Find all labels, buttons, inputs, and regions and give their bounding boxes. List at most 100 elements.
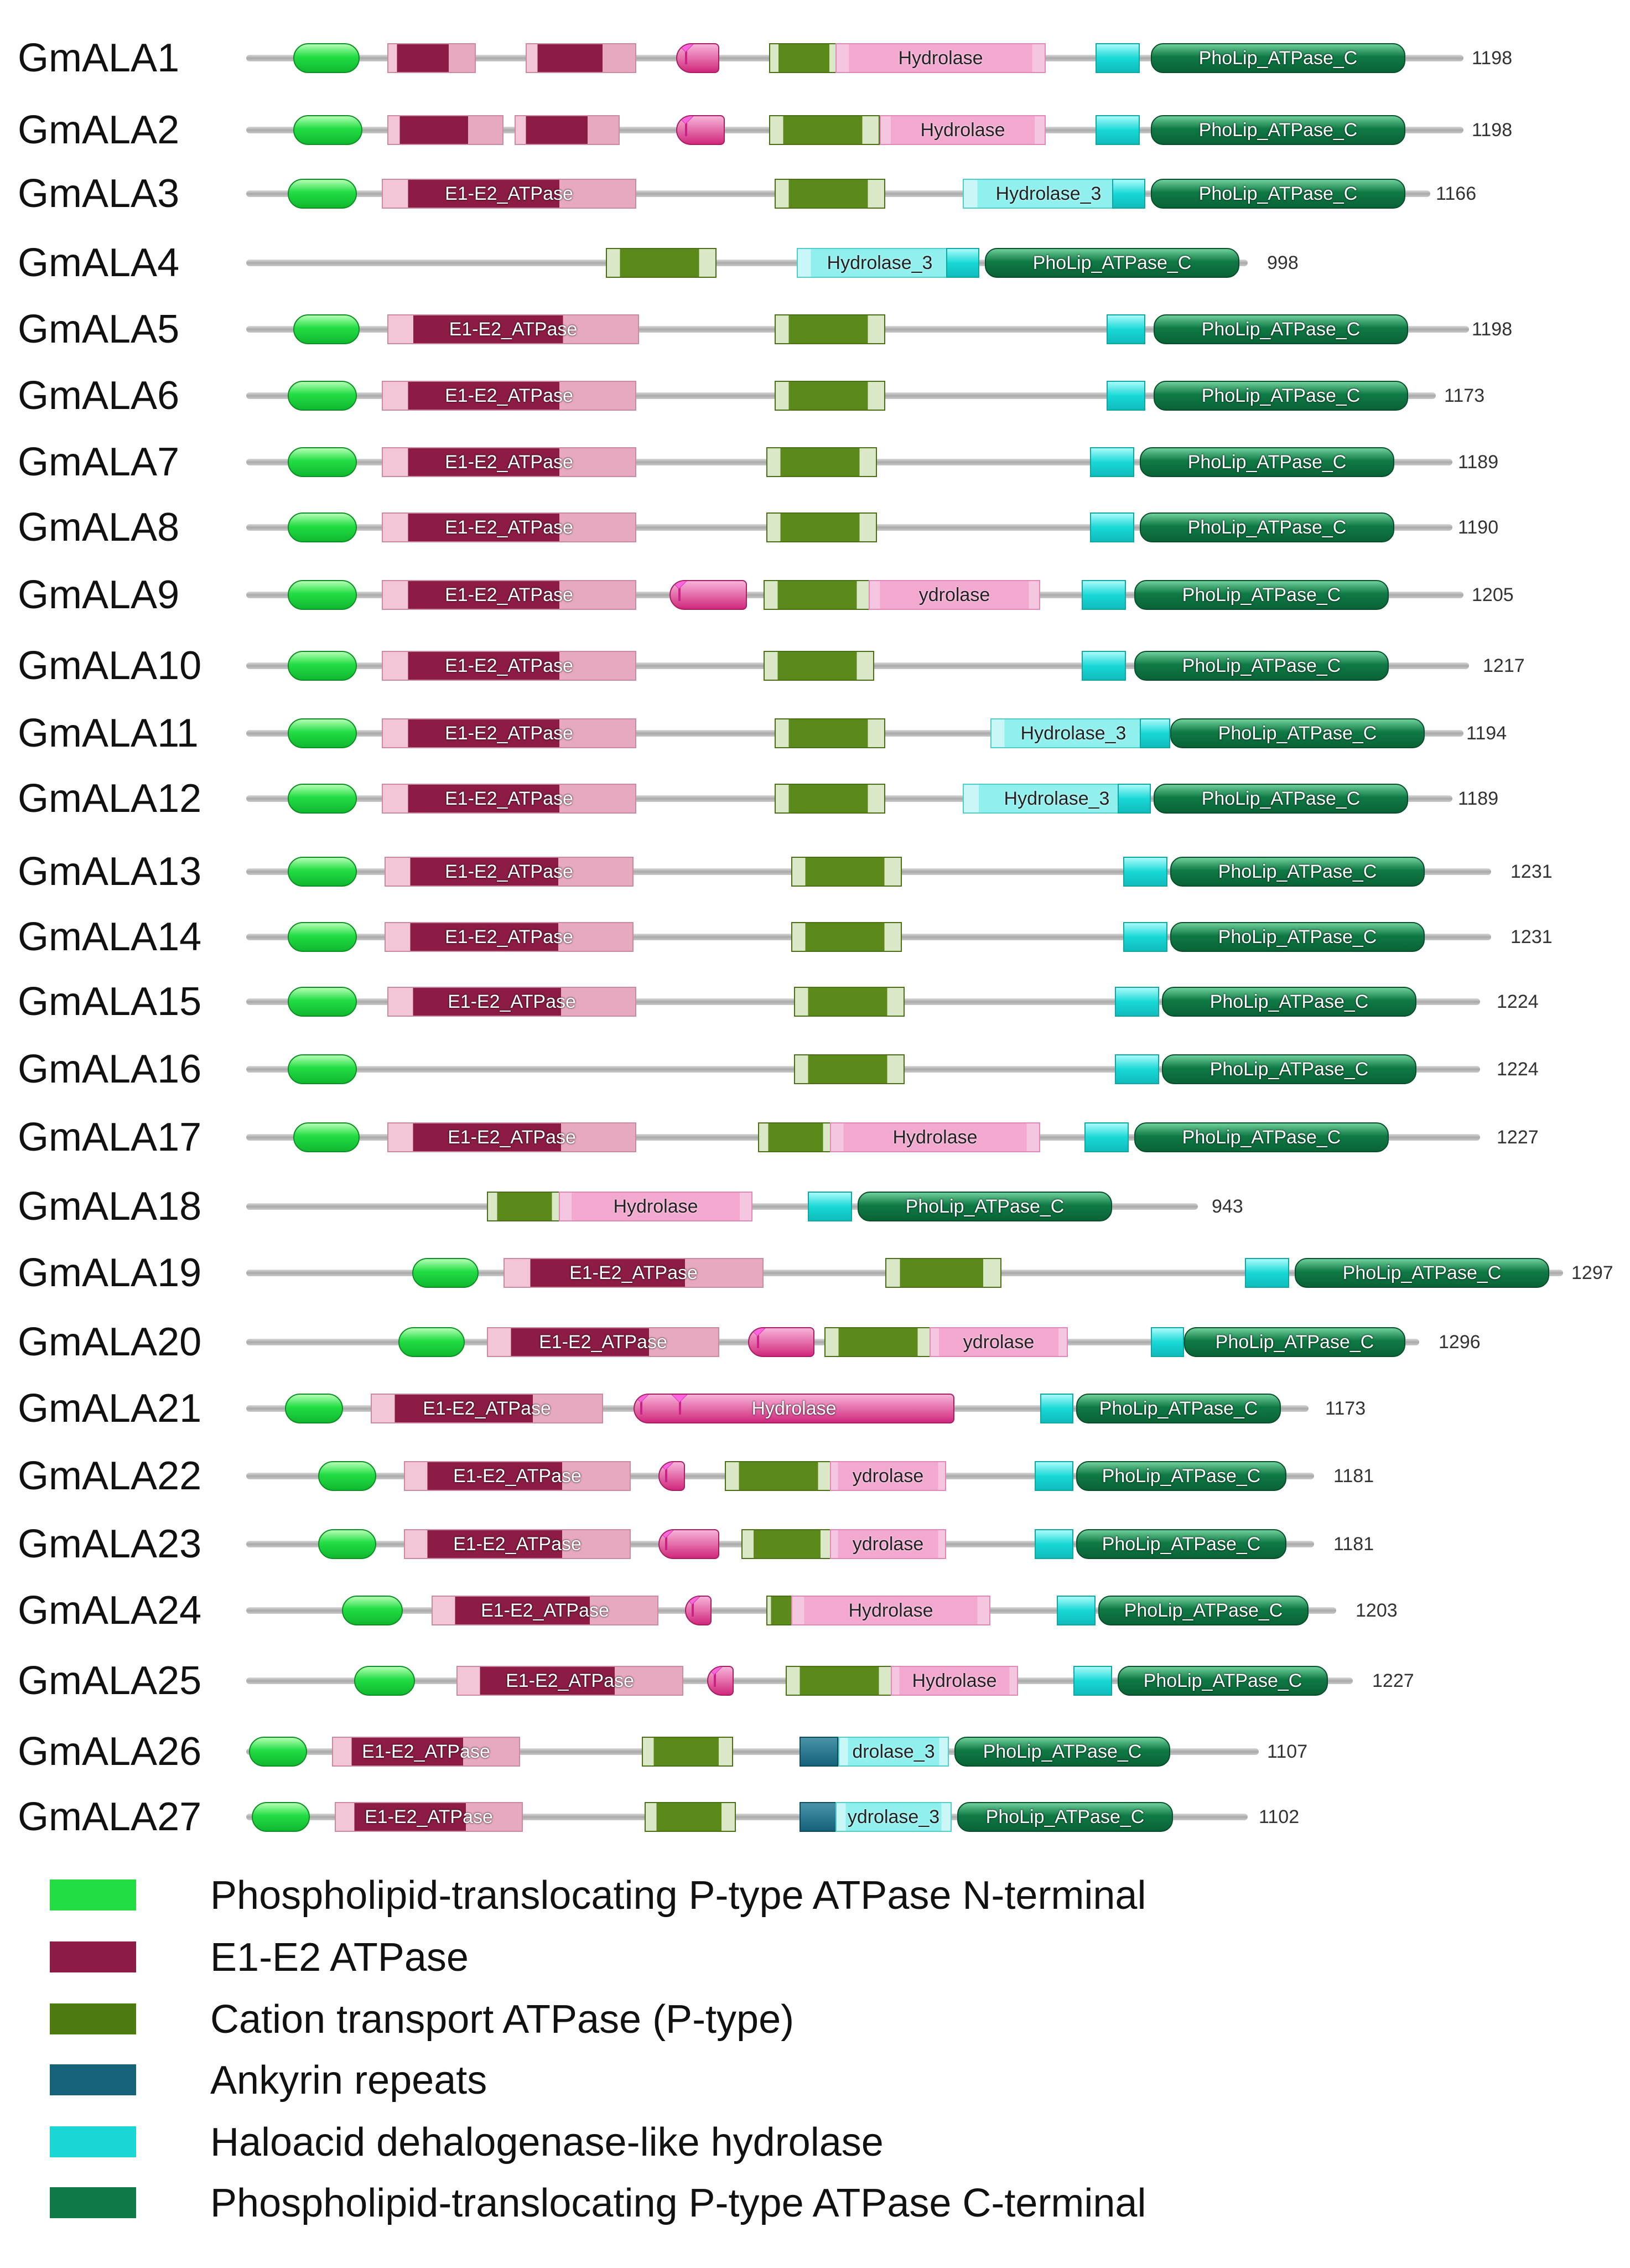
- n-terminal-domain: [288, 718, 357, 748]
- protein-row-gmala5: GmALA5 E1-E2_ATPase PhoLip_ATPase_C 1198: [0, 299, 1630, 360]
- e1-e2-atpase-domain: E1-E2_ATPase: [371, 1394, 603, 1423]
- e1-e2-atpase-domain: E1-E2_ATPase: [503, 1258, 764, 1288]
- haloacid-hydrolase-domain: [1096, 115, 1140, 145]
- haloacid-hydrolase-domain: [1112, 179, 1145, 209]
- e1-e2-atpase-domain: E1-E2_ATPase: [382, 447, 636, 477]
- haloacid-hydrolase-domain: [1073, 1666, 1112, 1696]
- cation-transport-domain: [487, 1192, 564, 1221]
- transmembrane-segment: [658, 1461, 685, 1491]
- transmembrane-segment: [748, 1327, 814, 1357]
- e1-e2-atpase-domain: E1-E2_ATPase: [382, 784, 636, 814]
- haloacid-hydrolase-domain: [808, 1192, 852, 1221]
- c-terminal-domain: PhoLip_ATPase_C: [1170, 718, 1425, 748]
- c-terminal-domain: PhoLip_ATPase_C: [1154, 314, 1408, 344]
- cation-transport-domain: [775, 784, 885, 814]
- cation-transport-domain: [769, 115, 880, 145]
- cation-transport-domain: [775, 718, 885, 748]
- protein-row-gmala17: GmALA17 E1-E2_ATPase Hydrolase PhoLip_AT…: [0, 1107, 1630, 1168]
- protein-length: 1227: [1497, 1127, 1539, 1148]
- haloacid-hydrolase-domain: [1096, 43, 1140, 73]
- protein-row-gmala9: GmALA9 E1-E2_ATPase ydrolase PhoLip_ATPa…: [0, 565, 1630, 625]
- c-terminal-domain: PhoLip_ATPase_C: [1295, 1258, 1549, 1288]
- protein-name: GmALA17: [18, 1115, 202, 1159]
- protein-name: GmALA7: [18, 440, 180, 484]
- haloacid-hydrolase-domain: [1151, 1327, 1184, 1357]
- e1-e2-atpase-domain: E1-E2_ATPase: [387, 1122, 636, 1152]
- protein-row-gmala11: GmALA11 E1-E2_ATPase Hydrolase_3 PhoLip_…: [0, 703, 1630, 764]
- haloacid-hydrolase-domain: [1123, 857, 1167, 887]
- c-terminal-domain: PhoLip_ATPase_C: [1140, 447, 1394, 477]
- e1-e2-atpase-domain: E1-E2_ATPase: [382, 718, 636, 748]
- n-terminal-domain: [288, 987, 357, 1017]
- cation-transport-domain: [741, 1529, 835, 1559]
- protein-length: 1224: [1497, 1059, 1539, 1080]
- n-terminal-domain: [293, 314, 360, 344]
- protein-row-gmala24: GmALA24 E1-E2_ATPase Hydrolase PhoLip_AT…: [0, 1580, 1630, 1641]
- protein-row-gmala10: GmALA10 E1-E2_ATPase PhoLip_ATPase_C 121…: [0, 635, 1630, 696]
- c-terminal-domain: PhoLip_ATPase_C: [1134, 651, 1389, 681]
- e1-e2-atpase-domain: E1-E2_ATPase: [382, 179, 636, 209]
- phosphorylation-site-marker: [692, 1597, 694, 1617]
- protein-row-gmala19: GmALA19 E1-E2_ATPase PhoLip_ATPase_C 129…: [0, 1242, 1630, 1303]
- protein-length: 1189: [1458, 788, 1499, 809]
- protein-name: GmALA18: [18, 1184, 202, 1229]
- n-terminal-domain: [412, 1258, 479, 1288]
- transmembrane-segment: [658, 1529, 719, 1559]
- protein-name: GmALA6: [18, 374, 180, 418]
- e1-e2-atpase-domain: E1-E2_ATPase: [456, 1666, 683, 1696]
- protein-name: GmALA27: [18, 1795, 202, 1839]
- protein-row-gmala6: GmALA6 E1-E2_ATPase PhoLip_ATPase_C 1173: [0, 365, 1630, 426]
- n-terminal-domain: [288, 651, 357, 681]
- phosphorylation-site-marker: [679, 1395, 681, 1415]
- legend-label: Phospholipid-translocating P-type ATPase…: [210, 2181, 1146, 2225]
- protein-name: GmALA2: [18, 108, 180, 152]
- e1-e2-atpase-domain: E1-E2_ATPase: [387, 987, 636, 1017]
- protein-name: GmALA3: [18, 172, 180, 216]
- n-terminal-domain: [293, 43, 360, 73]
- protein-length: 1102: [1259, 1806, 1300, 1827]
- e1-e2-atpase-domain: [387, 115, 503, 145]
- protein-name: GmALA4: [18, 241, 180, 285]
- haloacid-hydrolase-domain: [1090, 447, 1134, 477]
- n-terminal-domain: [288, 179, 357, 209]
- cation-transport-domain: [642, 1737, 733, 1767]
- haloacid-hydrolase-domain: [946, 248, 979, 278]
- n-terminal-domain: [342, 1596, 403, 1625]
- protein-row-gmala27: GmALA27 E1-E2_ATPase ydrolase_3 PhoLip_A…: [0, 1787, 1630, 1847]
- protein-length: 1166: [1436, 183, 1477, 204]
- legend-label: Phospholipid-translocating P-type ATPase…: [210, 1873, 1146, 1918]
- transmembrane-segment: [676, 43, 719, 73]
- legend-item-cation: Cation transport ATPase (P-type): [50, 1995, 1599, 2044]
- haloacid-hydrolase-domain: [1107, 314, 1145, 344]
- legend-item-n-terminal: Phospholipid-translocating P-type ATPase…: [50, 1871, 1599, 1920]
- c-terminal-domain: PhoLip_ATPase_C: [1184, 1327, 1405, 1357]
- c-terminal-domain: PhoLip_ATPase_C: [1151, 115, 1405, 145]
- e1-e2-atpase-domain: E1-E2_ATPase: [487, 1327, 719, 1357]
- transmembrane-segment: [707, 1666, 734, 1696]
- cation-transport-domain: [885, 1258, 1001, 1288]
- e1-e2-atpase-domain: E1-E2_ATPase: [387, 314, 639, 344]
- cation-transport-domain: [794, 987, 905, 1017]
- phosphorylation-site-marker: [757, 1328, 759, 1348]
- domain-legend: Phospholipid-translocating P-type ATPase…: [0, 1871, 1630, 2258]
- transmembrane-segment: [685, 1596, 712, 1625]
- protein-length: 1107: [1267, 1741, 1308, 1762]
- legend-label: Ankyrin repeats: [210, 2058, 487, 2103]
- legend-item-c-terminal: Phospholipid-translocating P-type ATPase…: [50, 2178, 1599, 2228]
- haloacid-hydrolase-domain: [1082, 651, 1126, 681]
- legend-swatch: [50, 2126, 136, 2157]
- cation-transport-domain: [766, 447, 877, 477]
- e1-e2-atpase-domain: E1-E2_ATPase: [332, 1737, 520, 1767]
- legend-label: E1-E2 ATPase: [210, 1935, 469, 1980]
- protein-length: 1198: [1472, 48, 1513, 69]
- protein-length: 1173: [1325, 1398, 1366, 1419]
- legend-swatch: [50, 1879, 136, 1910]
- protein-length: 943: [1212, 1196, 1243, 1217]
- protein-length: 1181: [1333, 1466, 1374, 1487]
- cation-transport-domain: [794, 1054, 905, 1084]
- c-terminal-domain: PhoLip_ATPase_C: [1154, 784, 1408, 814]
- protein-length: 1181: [1333, 1534, 1374, 1555]
- e1-e2-atpase-domain: E1-E2_ATPase: [382, 512, 636, 542]
- protein-row-gmala25: GmALA25 E1-E2_ATPase Hydrolase PhoLip_AT…: [0, 1650, 1630, 1711]
- c-terminal-domain: PhoLip_ATPase_C: [985, 248, 1239, 278]
